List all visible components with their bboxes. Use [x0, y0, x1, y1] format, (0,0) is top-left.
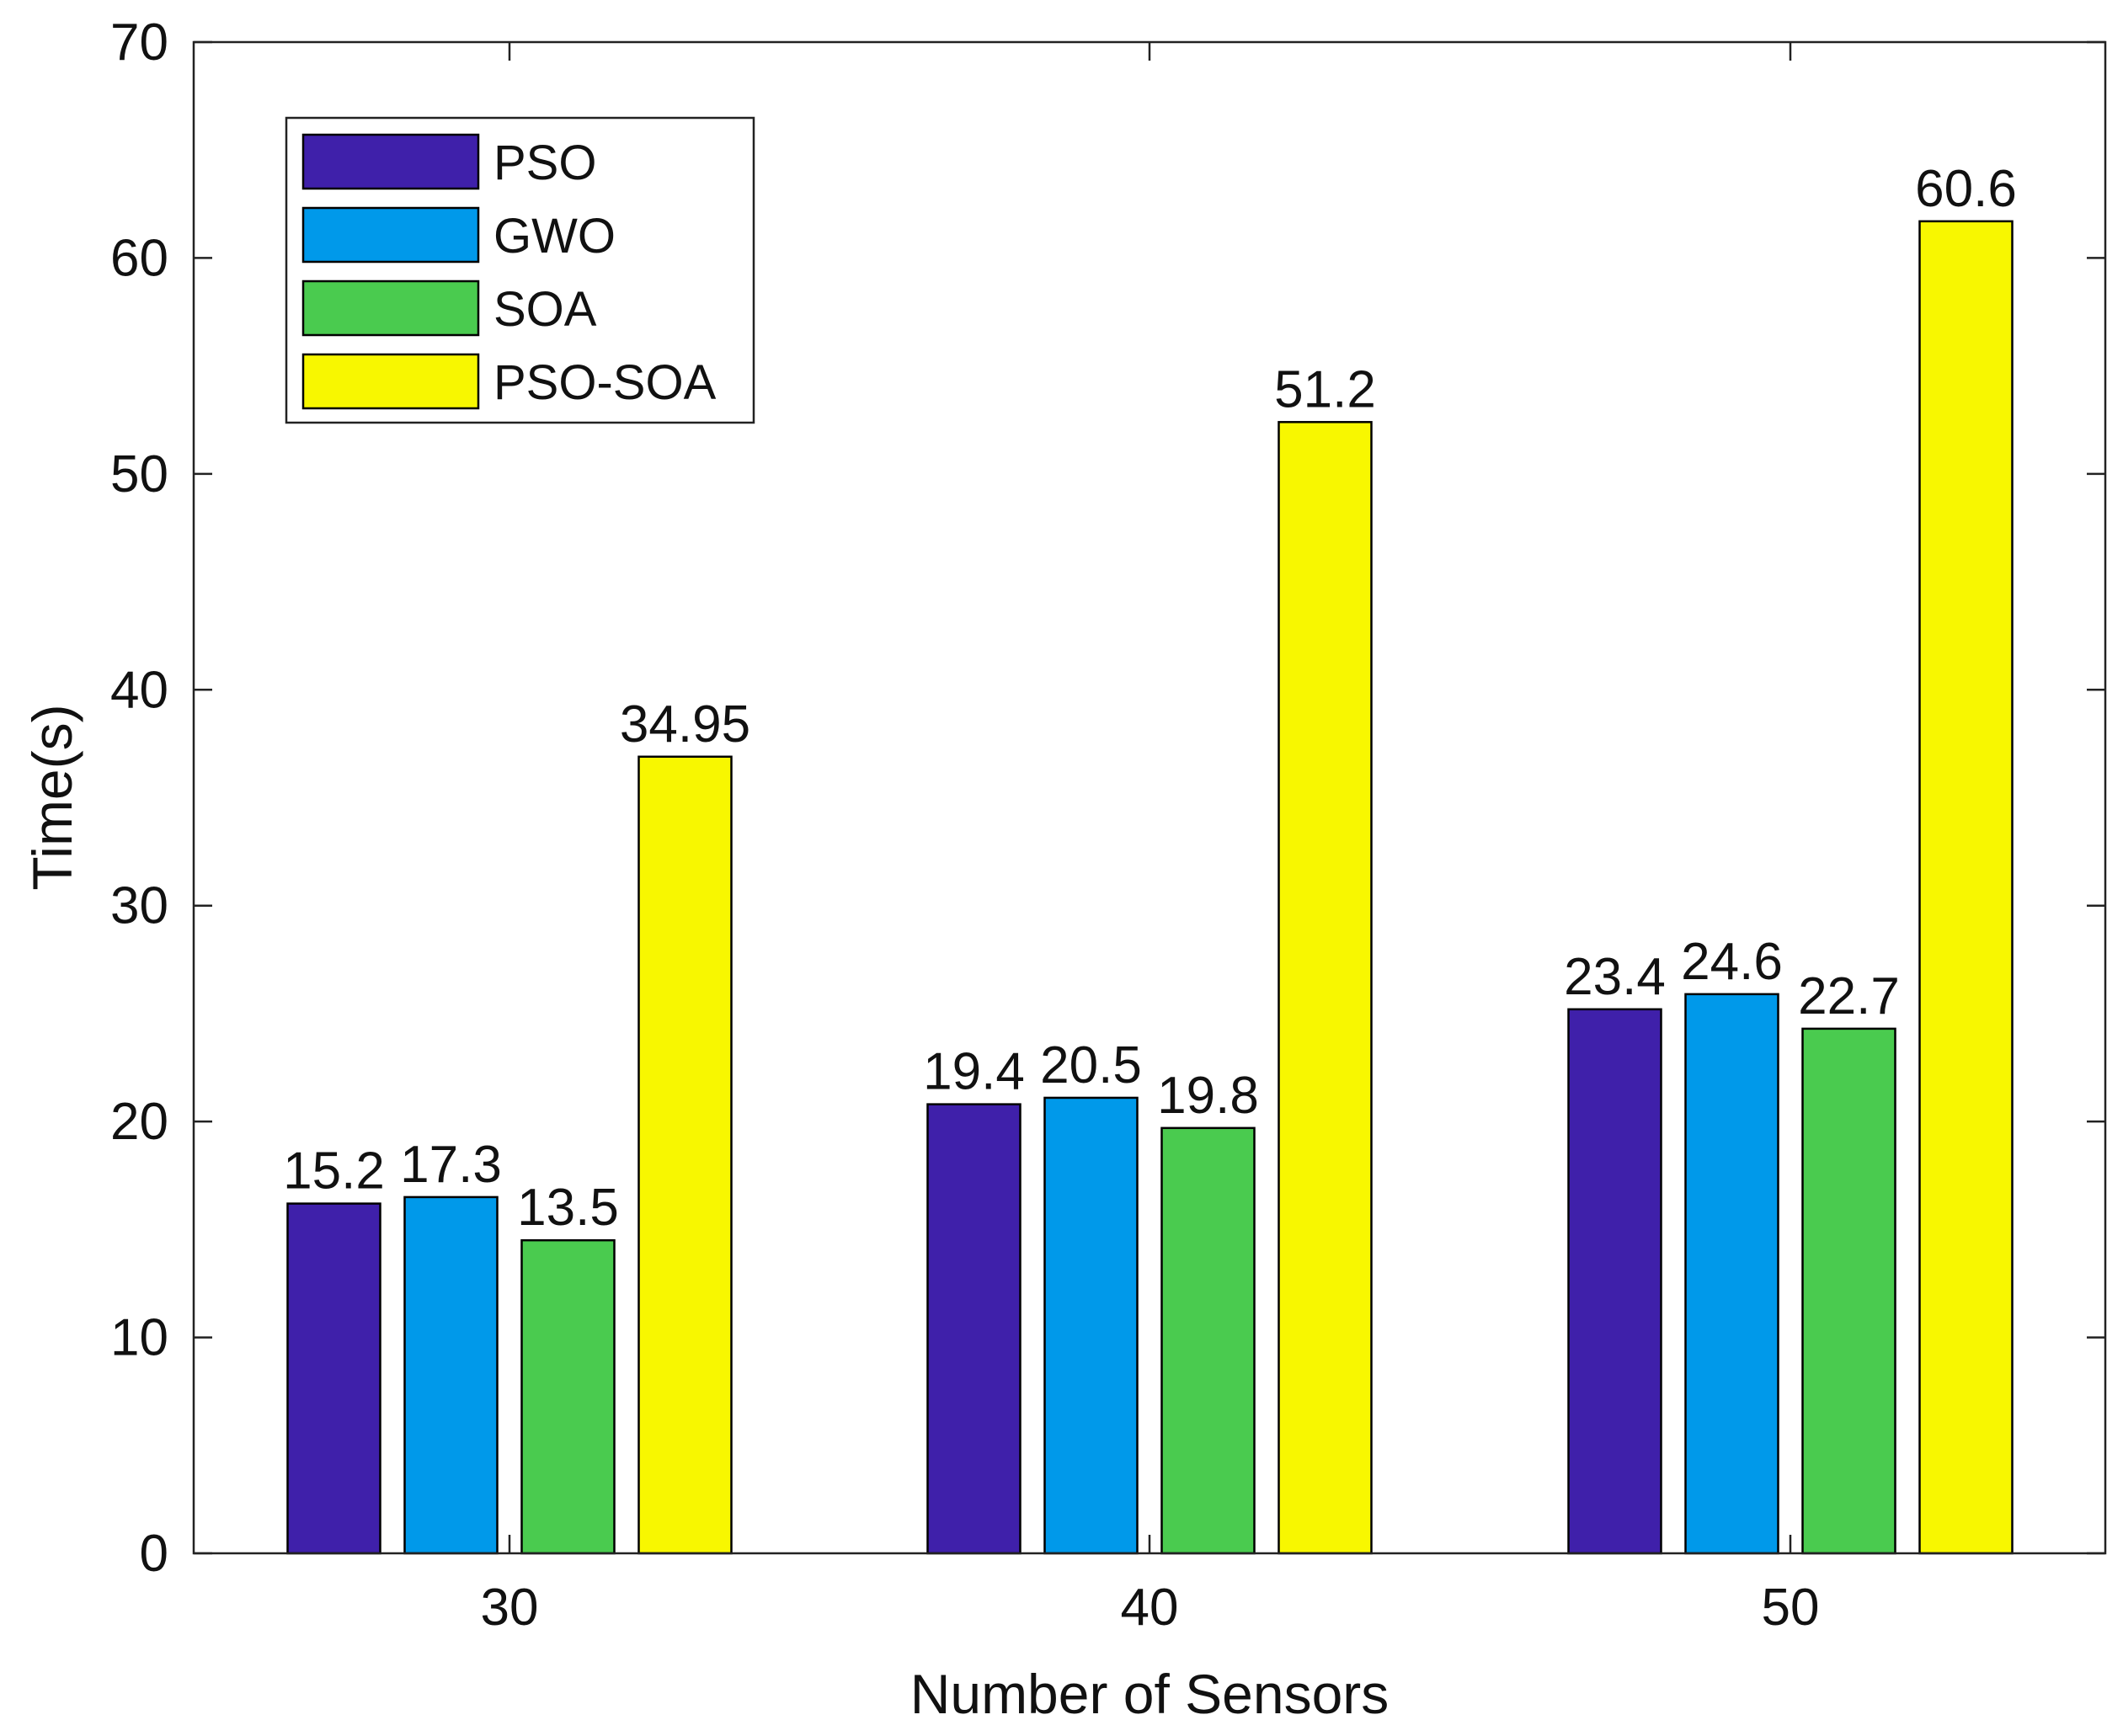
data-label-pso-50: 23.4 — [1564, 948, 1666, 1006]
data-label-soa-30: 13.5 — [517, 1179, 619, 1237]
y-tick-label-0: 0 — [140, 1525, 168, 1583]
legend-label-soa: SOA — [493, 282, 597, 337]
bar-soa-30 — [520, 1238, 616, 1555]
bar-gwo-50 — [1684, 993, 1779, 1555]
y-tick-label-40: 40 — [110, 661, 168, 719]
axes-layer: 0 10 20 30 40 50 60 70 30 40 50 — [110, 13, 2107, 1637]
bar-pso-soa-30 — [637, 755, 733, 1555]
legend-swatch-gwo — [301, 206, 480, 264]
bar-pso-30 — [286, 1202, 381, 1555]
data-label-pso-40: 19.4 — [923, 1043, 1025, 1101]
legend-swatch-soa — [301, 280, 480, 337]
bar-pso-40 — [926, 1103, 1021, 1555]
bar-gwo-30 — [403, 1195, 499, 1555]
y-axis-title: Time(s) — [21, 704, 83, 890]
data-label-gwo-50: 24.6 — [1681, 933, 1783, 991]
bar-soa-40 — [1160, 1126, 1256, 1555]
y-tick-label-70: 70 — [110, 13, 168, 72]
bars-layer — [286, 220, 2014, 1555]
data-label-soa-50: 22.7 — [1798, 967, 1900, 1025]
bar-pso-50 — [1567, 1008, 1662, 1555]
x-tick-label-30: 30 — [481, 1579, 539, 1637]
legend-swatch-pso-soa — [301, 353, 480, 410]
x-tick-label-40: 40 — [1121, 1579, 1179, 1637]
data-label-pso-soa-30: 34.95 — [620, 695, 750, 754]
y-tick-label-30: 30 — [110, 877, 168, 935]
data-label-pso-soa-50: 60.6 — [1915, 160, 2017, 218]
y-tick-label-60: 60 — [110, 229, 168, 287]
legend-label-pso-soa: PSO-SOA — [493, 355, 717, 410]
x-axis-title: Number of Sensors — [910, 1663, 1390, 1725]
legend-label-pso: PSO — [493, 136, 597, 190]
data-label-gwo-40: 20.5 — [1040, 1036, 1142, 1094]
y-tick-label-10: 10 — [110, 1309, 168, 1367]
x-tick-label-50: 50 — [1762, 1579, 1820, 1637]
bar-gwo-40 — [1043, 1096, 1139, 1555]
bar-pso-soa-50 — [1918, 220, 2014, 1555]
legend: PSO GWO SOA PSO-SOA — [285, 116, 755, 424]
data-labels-layer: 15.2 19.4 23.4 17.3 20.5 24.6 13.5 19.8 22.7 34.9… — [283, 160, 2017, 1237]
y-tick-label-50: 50 — [110, 445, 168, 503]
legend-swatch-pso — [301, 133, 480, 190]
bar-soa-50 — [1801, 1027, 1896, 1555]
data-label-gwo-30: 17.3 — [400, 1136, 502, 1194]
legend-label-gwo: GWO — [493, 209, 616, 264]
y-tick-label-20: 20 — [110, 1093, 168, 1151]
data-label-pso-soa-40: 51.2 — [1274, 360, 1376, 418]
bar-pso-soa-40 — [1278, 421, 1373, 1555]
data-label-soa-40: 19.8 — [1157, 1067, 1259, 1125]
data-label-pso-30: 15.2 — [283, 1142, 385, 1201]
